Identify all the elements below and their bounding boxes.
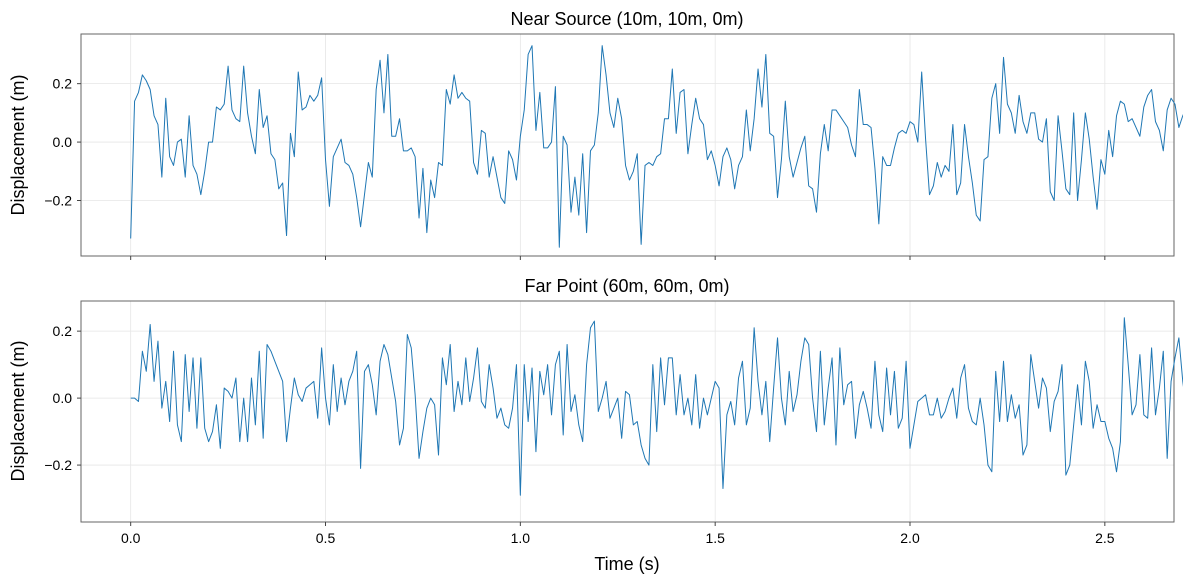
y-tick-label: 0.2 [53, 323, 73, 339]
chart-title-far-point: Far Point (60m, 60m, 0m) [524, 276, 729, 296]
grid-near-source [81, 34, 1174, 256]
x-axis-label: Time (s) [594, 554, 659, 574]
panel-near-source: −0.2 0.0 0.2 Near Source (10m, 10m, 0m) Di… [8, 9, 1183, 260]
y-ticks-near-source: −0.2 0.0 0.2 [44, 76, 81, 209]
x-tick-label: 0.5 [316, 530, 336, 546]
y-tick-label: −0.2 [44, 193, 72, 209]
x-tick-label: 2.5 [1095, 530, 1115, 546]
y-axis-label-far-point: Displacement (m) [8, 340, 28, 481]
x-ticks-near-source [130, 256, 1106, 260]
y-tick-label: 0.0 [53, 134, 73, 150]
chart-title-near-source: Near Source (10m, 10m, 0m) [510, 9, 743, 29]
x-ticks-far-point: 0.0 0.5 1.0 1.5 2.0 2.5 [121, 522, 1115, 546]
y-tick-label: 0.0 [53, 390, 73, 406]
series-line-far-point [130, 317, 1183, 496]
panel-far-point: 0.0 0.5 1.0 1.5 2.0 2.5 −0.2 0.0 0.2 Far Point … [8, 276, 1183, 574]
x-tick-label: 1.5 [705, 530, 725, 546]
series-line-near-source [130, 45, 1183, 248]
x-tick-label: 2.0 [900, 530, 920, 546]
y-tick-label: 0.2 [53, 76, 73, 92]
x-tick-label: 0.0 [121, 530, 141, 546]
plot-frame-far-point [80, 300, 1175, 523]
x-tick-label: 1.0 [511, 530, 531, 546]
y-axis-label-near-source: Displacement (m) [8, 74, 28, 215]
y-ticks-far-point: −0.2 0.0 0.2 [44, 323, 81, 473]
plot-frame-near-source [80, 33, 1175, 257]
y-tick-label: −0.2 [44, 457, 72, 473]
